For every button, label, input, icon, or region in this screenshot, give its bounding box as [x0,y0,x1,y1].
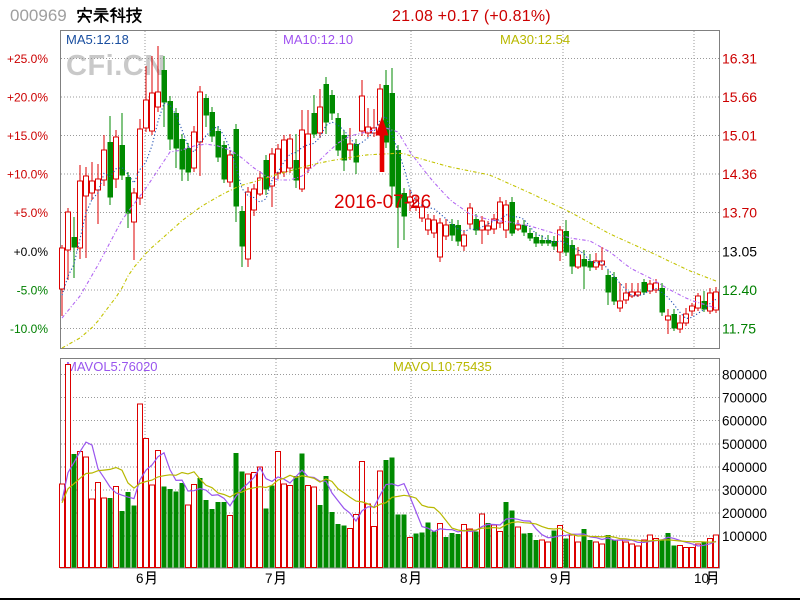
svg-text:+20.0%: +20.0% [7,90,48,104]
svg-text:13.05: 13.05 [722,243,757,259]
svg-text:21.08 +0.17 (+0.81%): 21.08 +0.17 (+0.81%) [392,8,551,25]
svg-text:500000: 500000 [722,437,767,452]
svg-text:2016-07-26: 2016-07-26 [334,192,431,213]
svg-text:+15.0%: +15.0% [7,129,48,143]
svg-text:12.40: 12.40 [722,282,757,298]
svg-text:+25.0%: +25.0% [7,52,48,66]
svg-text:15.66: 15.66 [722,89,757,105]
svg-text:+10.0%: +10.0% [7,168,48,182]
svg-text:6: 6 [136,571,144,586]
svg-text:10: 10 [694,571,709,586]
svg-text:11.75: 11.75 [722,321,756,337]
svg-text:MAVOL10:75435: MAVOL10:75435 [393,359,492,374]
svg-text:9: 9 [550,571,558,586]
svg-text:-10.0%: -10.0% [10,322,48,336]
svg-text:100000: 100000 [722,529,767,544]
svg-text:16.31: 16.31 [722,50,757,66]
svg-text:600000: 600000 [722,414,767,429]
svg-text:15.01: 15.01 [722,128,757,144]
svg-text:+5.0%: +5.0% [14,206,49,220]
svg-text:MA5:12.18: MA5:12.18 [66,32,129,47]
svg-text:700000: 700000 [722,391,767,406]
svg-text:000969: 000969 [10,6,67,25]
svg-text:CFi.CN: CFi.CN [66,50,166,82]
svg-text:400000: 400000 [722,460,767,475]
svg-text:13.70: 13.70 [722,205,757,221]
svg-text:7: 7 [265,571,273,586]
svg-text:800000: 800000 [722,367,767,382]
svg-text:200000: 200000 [722,506,767,521]
svg-text:8: 8 [400,571,408,586]
svg-text:MAVOL5:76020: MAVOL5:76020 [66,359,158,374]
svg-text:MA10:12.10: MA10:12.10 [283,32,353,47]
svg-text:+0.0%: +0.0% [14,245,49,259]
svg-text:MA30:12.54: MA30:12.54 [500,32,570,47]
svg-text:14.36: 14.36 [722,166,757,182]
svg-text:300000: 300000 [722,483,767,498]
svg-text:-5.0%: -5.0% [17,283,49,297]
